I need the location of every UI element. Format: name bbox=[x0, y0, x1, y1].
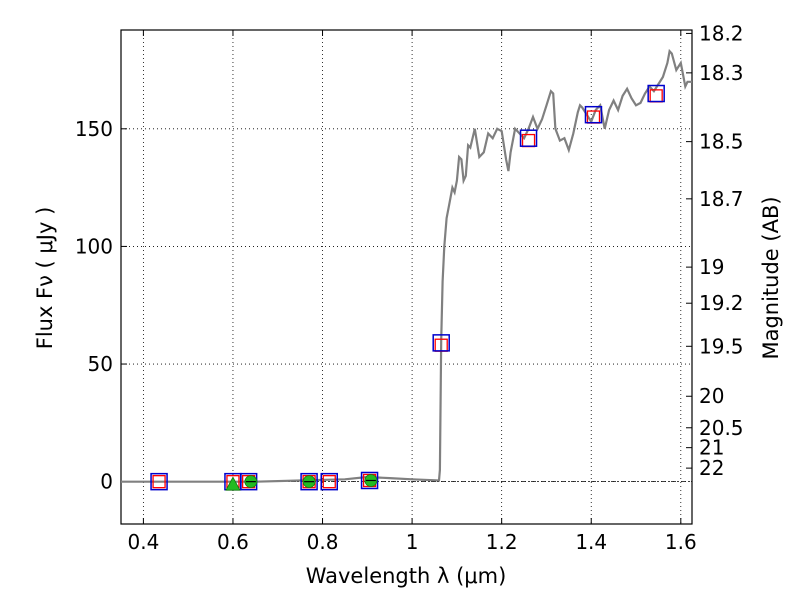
axes-layer: 0.4 0.6 0.8 1 1.2 1.4 1.6 0 50 100 150 18.2 18.3 18.5… bbox=[75, 21, 744, 554]
y-tick-label: 50 bbox=[88, 352, 113, 376]
model-photometry-point bbox=[322, 475, 336, 489]
model-photometry-point bbox=[649, 89, 663, 103]
mag-tick-label: 19.5 bbox=[699, 334, 744, 358]
mag-tick-label: 19 bbox=[699, 255, 724, 279]
mag-tick-label: 20.5 bbox=[699, 416, 744, 440]
series-layer bbox=[121, 48, 692, 491]
mag-tick-label: 21 bbox=[699, 436, 724, 460]
x-tick-label: 0.8 bbox=[307, 530, 339, 554]
observed-photometry-point bbox=[647, 84, 665, 103]
observed-photometry-point bbox=[360, 471, 379, 490]
x-tick-label: 0.6 bbox=[217, 530, 249, 554]
plot-frame bbox=[120, 29, 693, 525]
observed-photometry-point bbox=[150, 472, 168, 491]
x-tick-label: 1 bbox=[406, 530, 419, 554]
upper-limit-point bbox=[225, 476, 241, 491]
mag-tick-label: 22 bbox=[699, 456, 724, 480]
mag-tick-label: 19.2 bbox=[699, 291, 744, 315]
spectrum-line bbox=[121, 48, 692, 483]
mag-tick-label: 18.5 bbox=[699, 130, 744, 154]
mag-tick-label: 18.3 bbox=[699, 61, 744, 85]
y-tick-label: 100 bbox=[75, 234, 113, 258]
x-axis-label: Wavelength λ (μm) bbox=[306, 564, 507, 588]
observed-photometry-point bbox=[519, 129, 538, 147]
y-axis-label: Flux Fν ( μJy ) bbox=[33, 207, 57, 350]
x-tick-label: 1.4 bbox=[575, 530, 607, 554]
x-tick-label: 0.4 bbox=[127, 530, 159, 554]
right-axis-label: Magnitude (AB) bbox=[759, 196, 783, 359]
observed-photometry-point bbox=[320, 472, 338, 491]
y-tick-label: 150 bbox=[75, 117, 113, 141]
mag-tick-label: 18.7 bbox=[699, 187, 744, 211]
observed-photometry-point bbox=[432, 334, 450, 352]
observed-photometry-point bbox=[300, 472, 318, 491]
x-tick-label: 1.2 bbox=[486, 530, 518, 554]
y-tick-label: 0 bbox=[100, 470, 113, 494]
observed-photometry-point bbox=[584, 105, 603, 124]
mag-tick-label: 20 bbox=[699, 384, 724, 408]
mag-tick-label: 18.2 bbox=[699, 21, 744, 45]
model-photometry-point bbox=[152, 475, 166, 489]
x-tick-label: 1.6 bbox=[665, 530, 697, 554]
grid-layer bbox=[121, 30, 692, 524]
